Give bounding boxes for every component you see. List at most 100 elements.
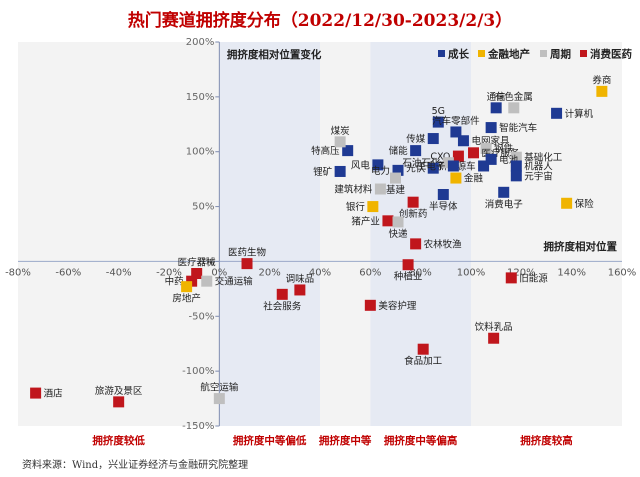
point-label: 猪产业 — [351, 215, 380, 227]
y-tick-label: -50% — [188, 311, 214, 322]
point-label: 钢铁 — [494, 143, 514, 155]
y-tick-label: 200% — [186, 37, 215, 48]
point-marker — [427, 133, 439, 145]
point-marker — [392, 164, 404, 176]
point-label: 传媒 — [406, 133, 426, 145]
point-label: 机器人 — [524, 160, 553, 172]
point-label: 创新药 — [399, 208, 428, 220]
point-marker — [447, 160, 459, 172]
point-label: 医疗器械 — [178, 256, 217, 268]
point-label: 航空运输 — [200, 382, 239, 394]
x-tick-label: 160% — [608, 267, 637, 278]
point-label: 中药 — [165, 276, 184, 288]
point-marker — [510, 170, 522, 182]
point-marker — [342, 145, 354, 157]
point-label: CXO — [430, 152, 450, 163]
legend-label: 金融地产 — [487, 48, 530, 61]
band-label: 拥挤度中等偏低 — [233, 434, 307, 447]
point-label: 特高压 — [311, 145, 340, 157]
legend-label: 成长 — [448, 48, 469, 61]
y-tick-label: 100% — [186, 147, 215, 158]
x-tick-label: -40% — [106, 267, 132, 278]
x-tick-label: 60% — [359, 267, 381, 278]
point-marker — [201, 275, 213, 287]
point-marker — [480, 142, 492, 154]
point-marker — [372, 159, 384, 171]
point-label: 工电子 — [417, 160, 446, 172]
point-marker — [488, 332, 500, 344]
point-label: 光伏 — [406, 163, 426, 175]
legend-label: 消费医药 — [590, 48, 632, 61]
x-tick-label: -20% — [156, 267, 182, 278]
point-marker — [191, 267, 203, 279]
point-marker — [241, 258, 253, 270]
point-label: 元宇宙 — [524, 170, 553, 182]
y-tick-label: 150% — [186, 92, 215, 103]
point-marker — [508, 102, 520, 114]
point-marker — [561, 197, 573, 209]
y-tick-label: -100% — [182, 366, 214, 377]
y-tick-label: 0% — [198, 256, 214, 267]
band-label: 拥挤度较低 — [92, 434, 145, 447]
x-tick-label: 80% — [410, 267, 432, 278]
point-label: 快递 — [389, 228, 409, 240]
point-marker — [410, 238, 422, 250]
point-label: 旅游及景区 — [95, 385, 143, 397]
point-marker — [334, 136, 346, 148]
point-label: 酒店 — [44, 388, 63, 400]
point-marker — [490, 102, 502, 114]
legend-marker — [540, 50, 547, 57]
point-marker — [485, 122, 497, 134]
point-marker — [450, 126, 462, 138]
point-label: 调味品 — [286, 273, 315, 285]
point-marker — [392, 216, 404, 228]
point-marker — [510, 160, 522, 172]
point-marker — [417, 343, 429, 355]
point-label: 农林牧渔 — [424, 238, 463, 250]
point-label: 消费电子 — [485, 198, 524, 210]
band-label: 拥挤度较高 — [520, 434, 573, 447]
x-tick-label: 40% — [309, 267, 331, 278]
point-marker — [334, 165, 346, 177]
point-label: 智能汽车 — [499, 122, 537, 134]
source-note: 资料来源：Wind，兴业证券经济与金融研究院整理 — [22, 460, 249, 471]
point-marker — [181, 281, 193, 293]
point-marker — [551, 107, 563, 119]
legend-marker — [580, 50, 587, 57]
x-tick-label: -60% — [55, 267, 81, 278]
y-axis-title: 拥挤度相对位置变化 — [227, 48, 322, 61]
point-marker — [276, 288, 288, 300]
point-marker — [30, 387, 42, 399]
point-marker — [450, 172, 462, 184]
point-label: 锂矿 — [313, 166, 333, 178]
point-marker — [468, 147, 480, 159]
point-marker — [427, 162, 439, 174]
chart-title: 热门赛道拥挤度分布（2022/12/30-2023/2/3） — [127, 11, 513, 31]
point-label: 5G — [432, 106, 445, 117]
point-marker — [374, 183, 386, 195]
legend-label: 周期 — [550, 48, 571, 61]
point-label: 饮料乳品 — [475, 321, 513, 333]
point-marker — [113, 396, 125, 408]
band-2 — [320, 42, 371, 426]
point-label: 电力 — [371, 165, 390, 177]
point-marker — [485, 153, 497, 165]
point-marker — [407, 196, 419, 208]
x-tick-label: 0% — [211, 267, 227, 278]
point-label: 种植业 — [394, 271, 423, 283]
legend-marker — [478, 50, 485, 57]
point-marker — [478, 160, 490, 172]
point-marker — [457, 135, 469, 147]
x-tick-label: 100% — [457, 267, 486, 278]
point-label: 基础化工 — [524, 152, 563, 164]
x-tick-label: 140% — [557, 267, 586, 278]
x-tick-label: -80% — [5, 267, 31, 278]
point-marker — [364, 299, 376, 311]
band-1 — [219, 42, 320, 426]
point-label: 汽车零部件 — [432, 115, 480, 127]
point-label: 计算机 — [565, 108, 594, 120]
point-label: 食品加工 — [404, 355, 443, 367]
legend-marker — [438, 50, 445, 57]
point-marker — [498, 186, 510, 198]
